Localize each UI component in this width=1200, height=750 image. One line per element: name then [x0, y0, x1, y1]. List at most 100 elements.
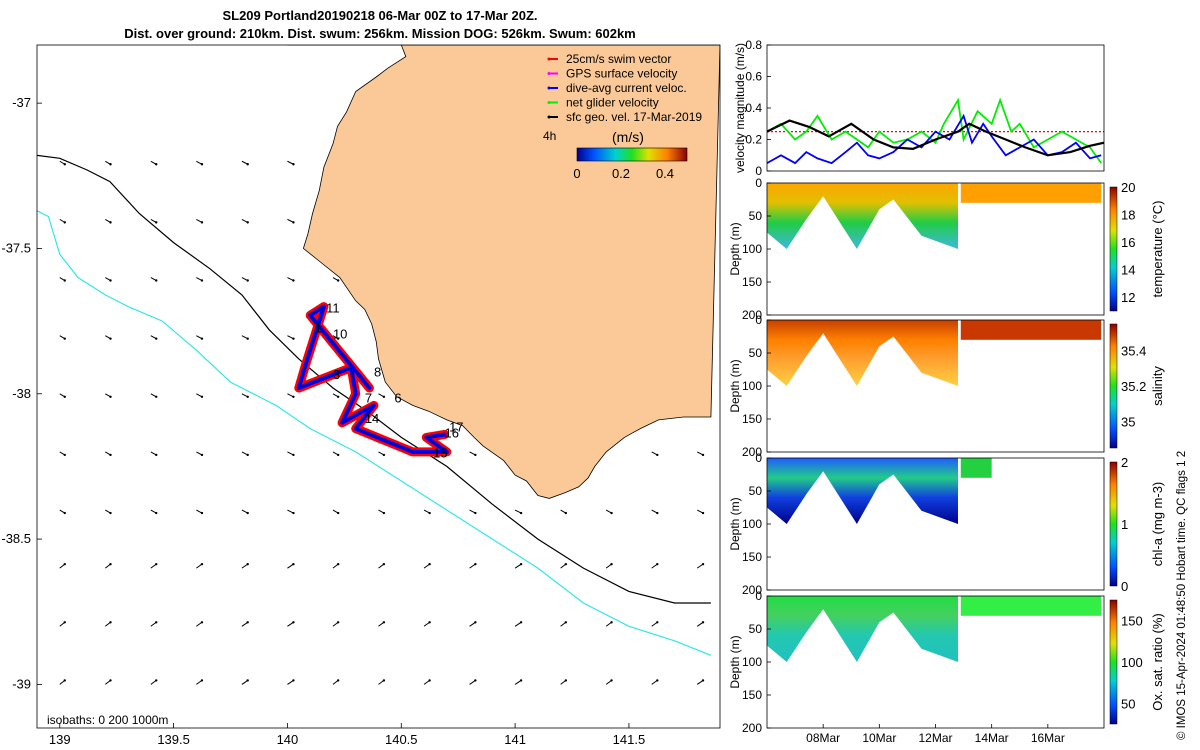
waypoint-label: 11	[326, 300, 340, 315]
section-colorbar-tick-label: 100	[1121, 655, 1143, 670]
geo-arrow-head	[428, 562, 431, 566]
geo-arrow-head	[292, 337, 295, 340]
geo-arrow-head	[382, 453, 386, 457]
geo-arrow-head	[701, 679, 705, 682]
isobath-label: isobaths: 0 200 1000m	[47, 713, 168, 727]
section-colorbar-tick-label: 35	[1121, 414, 1135, 429]
section-fill	[767, 183, 958, 249]
geo-arrow-head	[382, 679, 386, 682]
legend-swatch-head	[547, 86, 551, 90]
section-y-tick-label: 100	[742, 242, 762, 256]
geo-arrow-head	[200, 163, 204, 166]
section-colorbar-tick-label: 50	[1121, 696, 1135, 711]
geo-arrow-head	[474, 621, 477, 624]
geo-arrow-head	[519, 621, 523, 624]
geo-arrow-head	[336, 337, 340, 340]
map-x-tick-label: 141.5	[613, 732, 646, 747]
geo-arrow-head	[336, 279, 340, 282]
geo-arrow-head	[382, 562, 386, 566]
section-y-tick-label: 50	[749, 209, 763, 223]
geo-arrow-head	[474, 562, 477, 566]
geo-arrow-head	[155, 337, 158, 340]
geo-arrow-head	[610, 679, 613, 682]
geo-arrow	[287, 621, 294, 627]
map-y-tick-label: -39	[12, 676, 31, 691]
geo-arrow-head	[336, 679, 340, 682]
legend-colorbar	[576, 147, 688, 162]
geo-arrow-head	[109, 279, 112, 282]
section-colorbar-tick-label: 16	[1121, 235, 1135, 250]
geo-arrow-head	[109, 395, 112, 398]
geo-arrow-head	[109, 163, 112, 166]
geo-arrow-head	[564, 511, 568, 515]
waypoint-label: 14	[365, 411, 379, 426]
geo-arrow-head	[63, 163, 66, 166]
geo-arrow-head	[155, 511, 158, 515]
legend-colorbar-ticks: 0 0.2 0.4	[573, 166, 674, 181]
legend-swatch-head	[547, 57, 551, 61]
legend-cbar-label: (m/s)	[612, 129, 644, 145]
map-y-tick-label: -38.5	[1, 531, 31, 546]
geo-arrow-head	[155, 279, 158, 282]
geo-arrow-head	[519, 679, 523, 682]
geo-arrow-head	[200, 337, 204, 340]
geo-arrow-head	[519, 562, 523, 566]
geo-arrow-head	[200, 221, 204, 224]
geostrophic-velocity-arrows	[59, 160, 705, 685]
geo-arrow-head	[610, 511, 613, 515]
legend-cbar-tick-label: 0	[573, 166, 580, 181]
velocity-y-ticks: 0 0.2 0.4 0.6 0.8	[745, 38, 771, 178]
geo-arrow	[287, 679, 294, 685]
geo-arrow-head	[382, 511, 386, 515]
glider-track	[294, 302, 452, 457]
section-y-label: Depth (m)	[728, 635, 742, 688]
section-colorbar-label: temperature (°C)	[1150, 201, 1165, 298]
geo-arrow-head	[610, 621, 613, 624]
map-x-tick-label: 139.5	[157, 732, 190, 747]
geo-arrow-head	[155, 562, 158, 566]
waypoint-label: 7	[365, 390, 372, 405]
geo-arrow-head	[200, 621, 204, 624]
section-panel-salinity: 0 50 100 150 200 Depth (m) 35 35.2 35.4 salinity	[728, 313, 1165, 459]
credit-text: © IMOS 15-Apr-2024 01:48:50 Hobart time.…	[1176, 450, 1188, 740]
geo-arrow-head	[63, 562, 66, 566]
geo-arrow-head	[292, 562, 295, 566]
legend-cbar-tick-label: 0.2	[612, 166, 630, 181]
geo-arrow-head	[382, 395, 386, 398]
section-y-label: Depth (m)	[728, 497, 742, 550]
geo-arrow-head	[564, 562, 568, 566]
section-y-tick-label: 0	[755, 589, 762, 603]
geo-arrow-head	[63, 453, 66, 457]
section-y-tick-label: 50	[749, 346, 763, 360]
geo-arrow-head	[63, 621, 66, 624]
section-colorbar-tick-label: 35.2	[1121, 379, 1146, 394]
geo-arrow-head	[246, 395, 249, 398]
geo-arrow-head	[63, 337, 66, 340]
geo-arrow-head	[292, 163, 295, 166]
geo-arrow-head	[656, 679, 659, 682]
geo-arrow-head	[336, 453, 340, 457]
geo-arrow-head	[428, 621, 431, 624]
section-colorbar	[1109, 461, 1118, 587]
geo-arrow-head	[292, 279, 295, 282]
chart-title-line1: SL209 Portland20190218 06-Mar 00Z to 17-…	[222, 8, 538, 23]
section-x-tick-label: 16Mar	[1031, 731, 1065, 745]
section-colorbar-tick-label: 0	[1121, 579, 1128, 594]
section-colorbar-label: salinity	[1150, 366, 1165, 406]
geo-arrow-head	[109, 562, 112, 566]
geo-arrow-head	[200, 511, 204, 515]
velocity-y-tick-label: 0	[755, 164, 762, 178]
section-colorbar-tick-label: 35.4	[1121, 344, 1146, 359]
map-y-tick-label: -37.5	[1, 240, 31, 255]
section-y-tick-label: 0	[755, 313, 762, 327]
geo-arrow-head	[246, 279, 249, 282]
map-x-tick-label: 140.5	[385, 732, 418, 747]
waypoint-label: 6	[394, 390, 401, 405]
section-y-tick-label: 200	[742, 445, 762, 459]
section-y-tick-label: 200	[742, 583, 762, 597]
section-y-tick-label: 150	[742, 412, 762, 426]
section-y-tick-label: 150	[742, 688, 762, 702]
geo-arrow-head	[155, 453, 158, 457]
waypoint-label: 10	[333, 327, 347, 342]
geo-arrow-head	[109, 679, 112, 682]
